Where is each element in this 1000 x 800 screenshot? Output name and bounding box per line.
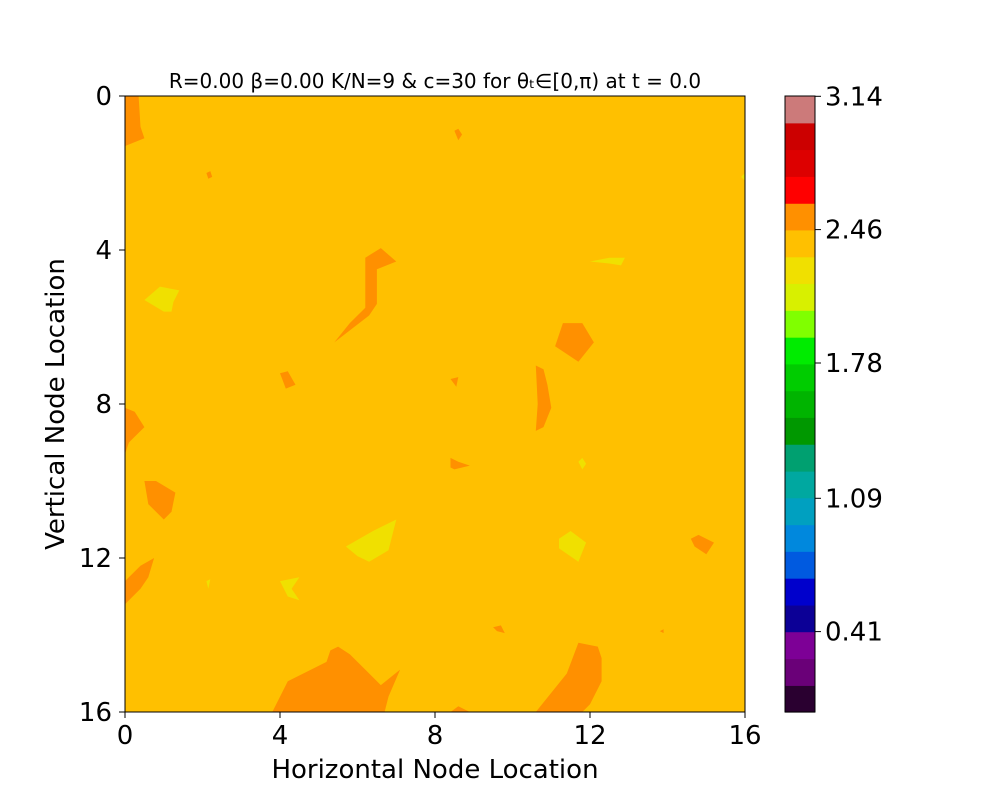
contour-region [450,706,470,712]
colorbar-band [785,444,815,472]
colorbar-band [785,310,815,338]
y-tick-label: 4 [95,236,112,266]
contour-region [334,248,397,343]
colorbar: 3.14 2.46 1.78 1.09 0.41 [784,82,883,713]
y-tick-label: 0 [95,82,112,112]
contour-region [280,577,300,601]
colorbar-band [785,551,815,579]
contour-region [559,531,587,562]
contour-region [590,257,625,266]
contour-region [280,371,296,389]
colorbar-tick-label: 2.46 [825,216,883,246]
plot-background [125,96,745,712]
y-axis: 0 4 8 12 16 Vertical Node Location [41,82,125,728]
colorbar-band [785,283,815,311]
plot-area [124,95,746,713]
x-axis: 0 4 8 12 16 Horizontal Node Location [117,712,762,785]
contour-region [144,286,180,312]
colorbar-frame [784,95,816,713]
colorbar-band [785,390,815,418]
chart-title: R=0.00 β=0.00 K/N=9 & c=30 for θₜ∈[0,π) … [169,69,701,93]
contour-region [555,323,594,362]
x-tick-marks [124,712,746,718]
contour-region [493,625,505,634]
contour-region [741,173,745,181]
contour-regions [125,96,745,712]
contour-region [535,642,602,712]
contour-region [535,365,552,431]
contour-region [450,457,470,470]
colorbar-band [785,658,815,686]
colorbar-band [785,417,815,445]
x-axis-label: Horizontal Node Location [271,755,598,785]
contour-region [206,171,213,179]
x-tick-label: 8 [427,721,444,751]
contour-region [125,96,145,147]
contour-region [144,481,176,520]
colorbar-band [785,337,815,365]
colorbar-tick-label: 1.78 [825,349,883,379]
x-tick-label: 16 [728,721,761,751]
colorbar-band [785,631,815,660]
colorbar-band [785,471,815,499]
colorbar-tick-label: 0.41 [825,618,883,648]
colorbar-band [785,685,815,713]
contour-region [454,128,463,141]
y-axis-label: Vertical Node Location [41,258,71,550]
contour-region [125,558,155,605]
colorbar-band [785,229,815,258]
contour-region [345,519,397,562]
colorbar-band [785,122,815,151]
contour-region [690,534,714,555]
colorbar-band [785,149,815,177]
y-tick-marks [119,95,125,713]
colorbar-bands [785,95,815,713]
contour-region [206,579,211,589]
colorbar-band [785,203,815,231]
contour-region [450,377,459,387]
colorbar-band [785,524,815,552]
colorbar-band [785,363,815,392]
colorbar-band [785,497,815,526]
colorbar-band [785,578,815,606]
contour-region [659,629,664,634]
y-tick-label: 12 [79,544,112,574]
x-tick-label: 0 [117,721,134,751]
colorbar-tick-label: 3.14 [825,82,883,112]
colorbar-band [785,604,815,633]
colorbar-band [785,95,815,124]
contour-region [272,646,401,712]
contour-region [578,457,587,470]
x-tick-label: 4 [272,721,289,751]
contour-region [125,407,145,455]
x-tick-label: 12 [573,721,606,751]
colorbar-band [785,176,815,204]
colorbar-ticks: 3.14 2.46 1.78 1.09 0.41 [815,82,883,648]
y-tick-label: 16 [79,698,112,728]
colorbar-tick-label: 1.09 [825,484,883,514]
colorbar-band [785,256,815,284]
y-tick-label: 8 [95,390,112,420]
